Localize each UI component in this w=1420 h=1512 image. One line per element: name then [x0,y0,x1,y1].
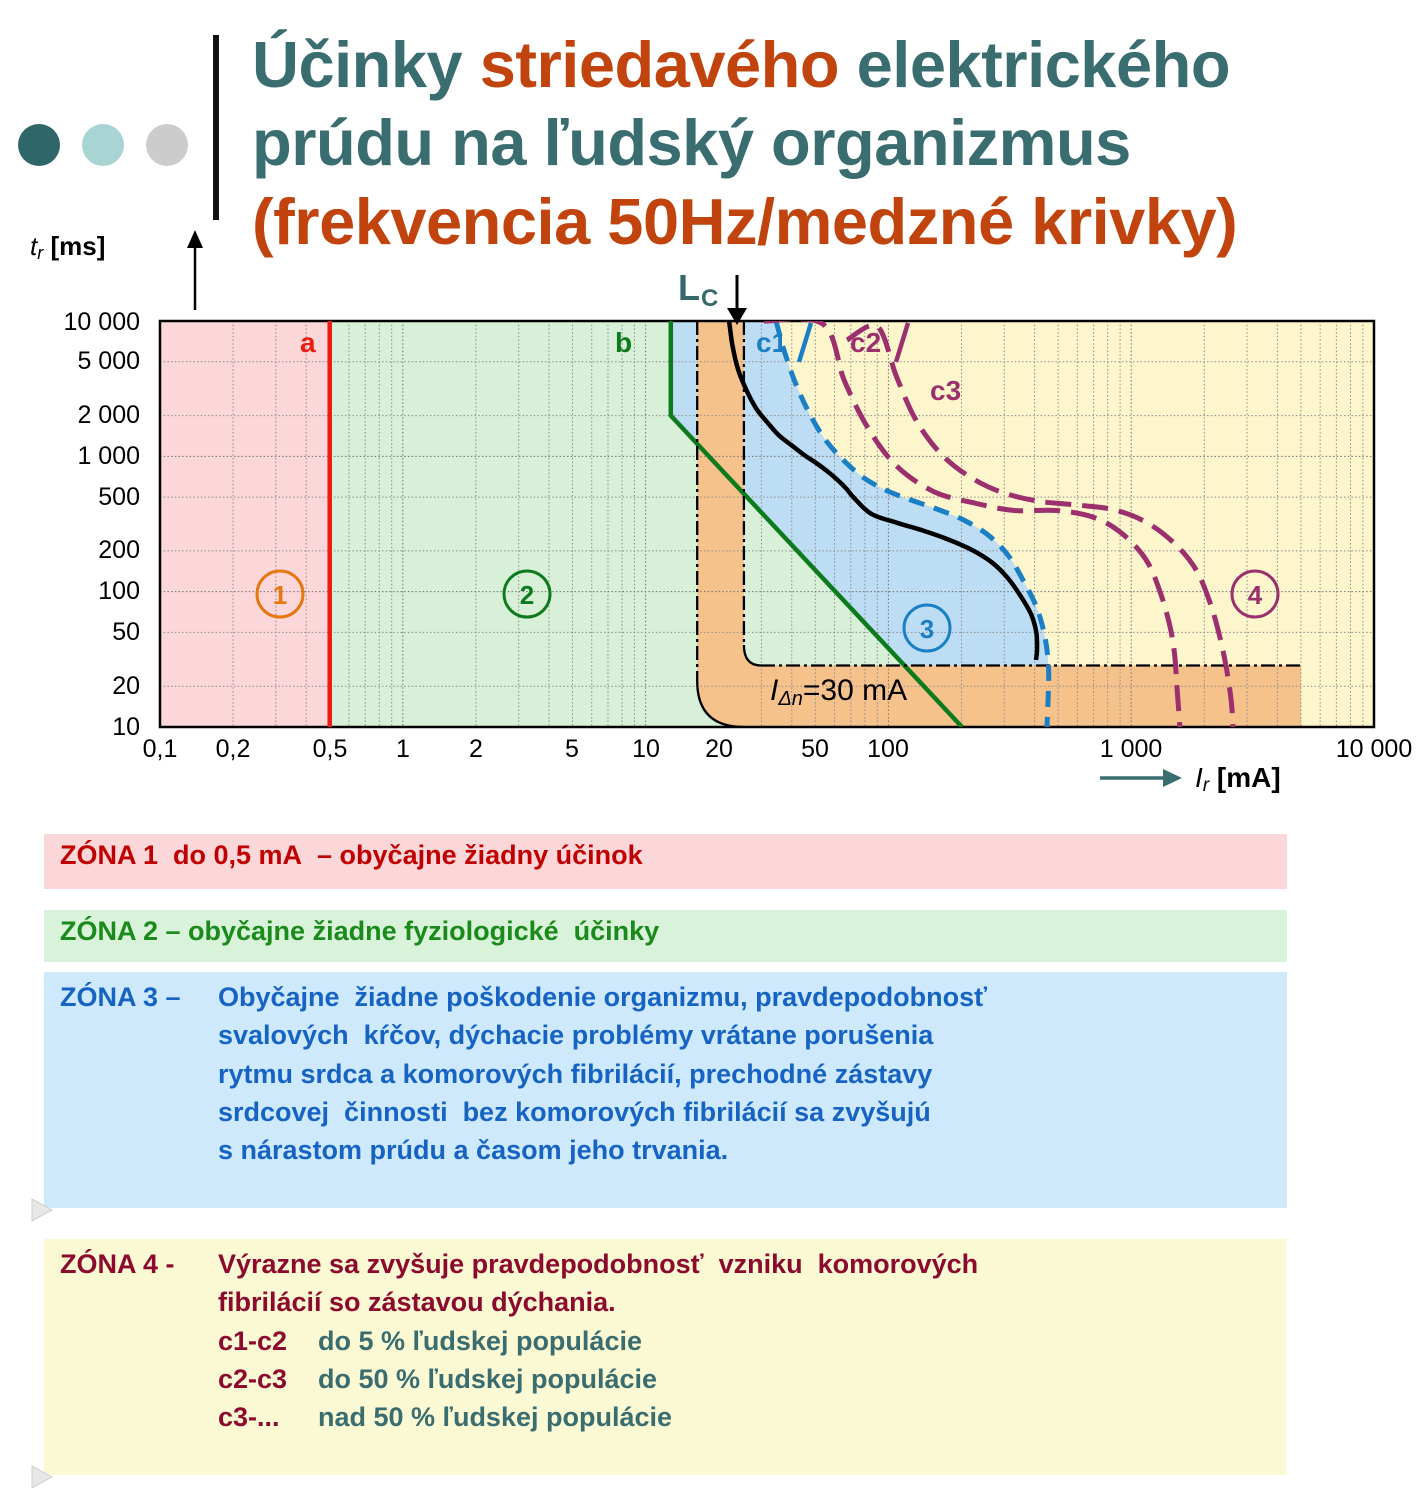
svg-text:100: 100 [98,577,140,605]
svg-text:tr [ms]: tr [ms] [30,231,105,263]
svg-text:c1: c1 [756,327,787,358]
svg-text:c3: c3 [930,375,961,406]
svg-text:500: 500 [98,483,140,511]
svg-text:200: 200 [98,536,140,564]
svg-text:10: 10 [112,713,140,741]
svg-text:100: 100 [867,735,909,763]
svg-text:0,1: 0,1 [143,735,178,763]
svg-text:c2: c2 [850,327,881,358]
svg-text:1: 1 [273,580,287,610]
svg-text:2 000: 2 000 [77,401,140,429]
svg-text:1: 1 [396,735,410,763]
svg-text:10 000: 10 000 [64,308,140,336]
svg-text:5: 5 [565,735,579,763]
svg-text:1 000: 1 000 [1100,735,1163,763]
svg-text:Ir [mA]: Ir [mA] [1195,762,1281,796]
svg-text:5 000: 5 000 [77,347,140,375]
svg-text:20: 20 [112,672,140,700]
svg-text:10 000: 10 000 [1336,735,1412,763]
svg-text:4: 4 [1248,580,1263,610]
svg-text:3: 3 [920,614,934,644]
svg-text:2: 2 [520,580,534,610]
svg-text:a: a [300,327,316,358]
svg-text:50: 50 [801,735,829,763]
svg-text:2: 2 [469,735,483,763]
svg-text:20: 20 [705,735,733,763]
svg-text:10: 10 [632,735,660,763]
svg-text:0,2: 0,2 [216,735,251,763]
svg-text:50: 50 [112,618,140,646]
svg-text:b: b [615,327,632,358]
svg-text:0,5: 0,5 [313,735,348,763]
svg-text:LC: LC [678,267,718,312]
svg-text:1 000: 1 000 [77,442,140,470]
